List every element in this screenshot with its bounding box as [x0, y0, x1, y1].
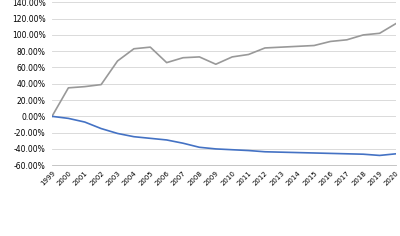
- Non mental disorders: [295, 151, 300, 154]
- Mental Disorders: [99, 83, 104, 86]
- Mental Disorders: [262, 46, 267, 49]
- Mental Disorders: [377, 32, 382, 35]
- Non mental disorders: [148, 137, 153, 140]
- Mental Disorders: [148, 46, 153, 49]
- Non mental disorders: [328, 152, 333, 155]
- Mental Disorders: [50, 115, 54, 118]
- Non mental disorders: [66, 117, 71, 120]
- Non mental disorders: [344, 152, 349, 155]
- Mental Disorders: [115, 59, 120, 62]
- Mental Disorders: [295, 45, 300, 48]
- Non mental disorders: [312, 152, 316, 154]
- Non mental disorders: [82, 121, 87, 123]
- Line: Non mental disorders: Non mental disorders: [52, 116, 396, 156]
- Line: Mental Disorders: Mental Disorders: [52, 24, 396, 116]
- Mental Disorders: [132, 47, 136, 50]
- Non mental disorders: [99, 127, 104, 130]
- Non mental disorders: [132, 135, 136, 138]
- Non mental disorders: [394, 152, 398, 155]
- Mental Disorders: [230, 55, 234, 58]
- Non mental disorders: [214, 148, 218, 150]
- Non mental disorders: [50, 115, 54, 118]
- Non mental disorders: [246, 149, 251, 152]
- Non mental disorders: [115, 132, 120, 135]
- Mental Disorders: [394, 22, 398, 25]
- Mental Disorders: [214, 63, 218, 66]
- Non mental disorders: [181, 142, 186, 145]
- Non mental disorders: [164, 139, 169, 141]
- Mental Disorders: [246, 53, 251, 56]
- Non mental disorders: [197, 146, 202, 149]
- Mental Disorders: [361, 34, 366, 36]
- Non mental disorders: [230, 148, 234, 151]
- Mental Disorders: [66, 86, 71, 89]
- Non mental disorders: [377, 154, 382, 157]
- Mental Disorders: [82, 85, 87, 88]
- Mental Disorders: [164, 61, 169, 64]
- Mental Disorders: [328, 40, 333, 43]
- Non mental disorders: [262, 150, 267, 153]
- Mental Disorders: [279, 46, 284, 49]
- Non mental disorders: [361, 153, 366, 156]
- Non mental disorders: [279, 151, 284, 154]
- Mental Disorders: [344, 38, 349, 41]
- Mental Disorders: [197, 55, 202, 58]
- Mental Disorders: [181, 56, 186, 59]
- Mental Disorders: [312, 44, 316, 47]
